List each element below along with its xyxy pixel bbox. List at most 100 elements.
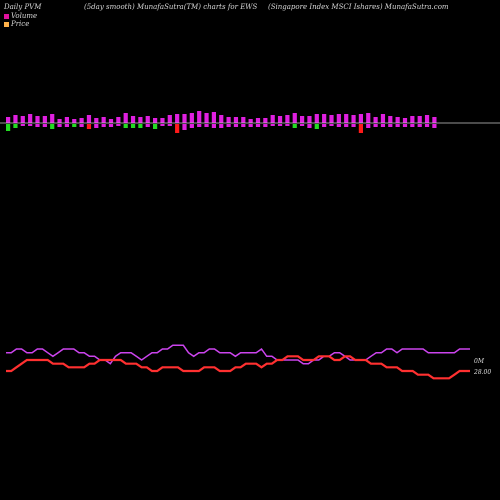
volume-bar-up — [28, 114, 33, 123]
volume-bar-down — [248, 124, 253, 127]
volume-bar-down — [219, 124, 224, 128]
legend-price: Price — [4, 20, 29, 28]
volume-bar-down — [197, 124, 202, 127]
volume-bar-up — [417, 116, 422, 123]
legend-volume-swatch — [4, 13, 9, 19]
volume-bar-down — [241, 124, 246, 127]
volume-bar-up — [175, 114, 180, 123]
volume-bar-up — [153, 118, 158, 123]
volume-bar-down — [64, 124, 69, 127]
line-series — [6, 344, 470, 380]
volume-bar-up — [314, 114, 319, 123]
volume-bar-down — [410, 124, 415, 127]
volume-bar-up — [366, 113, 371, 123]
volume-bar-up — [108, 119, 114, 123]
volume-bar-up — [307, 116, 312, 123]
volume-bar-up — [204, 113, 209, 123]
volume-bar-up — [395, 117, 400, 123]
volume-bar-up — [233, 117, 239, 123]
volume-bar-up — [42, 116, 47, 123]
volume-bar-down — [189, 124, 194, 128]
volume-bar-up — [79, 118, 84, 123]
volume-bar-up — [255, 118, 261, 123]
chart-title-left: Daily PVM — [4, 3, 42, 11]
volume-bar-down — [263, 124, 268, 127]
volume-bar-down — [424, 124, 430, 127]
volume-bar-up — [130, 116, 136, 123]
volume-bar-down — [300, 124, 305, 126]
volume-bar-up — [197, 111, 202, 123]
volume-bar-down — [42, 124, 47, 127]
volume-bar-up — [182, 114, 187, 123]
volume-bar-up — [248, 119, 253, 123]
volume-bar-up — [160, 118, 165, 123]
volume-bar-down — [94, 124, 99, 128]
volume-bar-up — [123, 113, 128, 123]
volume-bar-down — [145, 124, 150, 127]
volume-bar-up — [13, 115, 18, 123]
volume-bar-down — [35, 124, 40, 127]
volume-bars — [6, 111, 437, 133]
volume-bar-down — [336, 124, 341, 127]
volume-bar-down — [6, 124, 11, 131]
volume-bar-down — [160, 124, 165, 126]
volume-bar-down — [366, 124, 371, 128]
volume-bar-down — [307, 124, 312, 128]
volume-bar-up — [211, 112, 216, 123]
volume-bar-down — [292, 124, 297, 128]
legend-price-swatch — [4, 21, 9, 27]
volume-bar-up — [270, 115, 275, 123]
volume-bar-down — [57, 124, 62, 127]
volume-bar-up — [189, 113, 194, 123]
volume-bar-down — [344, 124, 349, 127]
volume-bar-down — [204, 124, 209, 127]
volume-bar-up — [57, 119, 62, 123]
volume-bar-up — [388, 116, 393, 123]
volume-bar-up — [145, 116, 150, 123]
volume-bar-down — [432, 124, 437, 128]
volume-bar-down — [285, 124, 290, 126]
volume-bar-down — [20, 124, 25, 126]
volume-bar-up — [263, 118, 268, 123]
volume-bar-up — [94, 118, 99, 123]
volume-bar-up — [116, 117, 121, 123]
volume-end-label: 0M — [474, 358, 485, 365]
chart-title-right: (Singapore Index MSCI Ishares) MunafaSut… — [268, 3, 449, 11]
volume-bar-down — [211, 124, 216, 128]
volume-bar-down — [226, 124, 231, 127]
volume-bar-down — [101, 124, 106, 127]
volume-bar-down — [72, 124, 77, 127]
volume-bar-down — [138, 124, 143, 128]
volume-bar-down — [233, 124, 239, 127]
volume-bar-up — [50, 114, 55, 123]
volume-bar-up — [277, 116, 283, 123]
volume-bar-up — [351, 115, 356, 123]
volume-bar-up — [167, 115, 172, 123]
volume-bar-up — [226, 117, 231, 123]
volume-bar-down — [13, 124, 18, 128]
volume-bar-up — [329, 115, 334, 123]
legend-price-label: Price — [11, 20, 30, 28]
volume-bar-up — [432, 117, 437, 123]
volume-bar-down — [322, 124, 327, 127]
volume-bar-down — [380, 124, 386, 127]
volume-bar-down — [86, 124, 92, 129]
volume-bar-down — [182, 124, 187, 130]
volume-bar-up — [292, 113, 297, 123]
volume-bar-down — [50, 124, 55, 129]
volume-bar-down — [314, 124, 319, 129]
volume-bar-up — [219, 115, 224, 123]
volume-bar-down — [130, 124, 136, 128]
volume-bar-up — [402, 118, 408, 123]
legend-volume-label: Volume — [11, 12, 38, 20]
volume-bar-down — [28, 124, 33, 126]
volume-bar-up — [72, 119, 77, 123]
volume-bar-down — [108, 124, 114, 127]
volume-bar-down — [153, 124, 158, 129]
volume-bar-up — [20, 116, 25, 123]
volume-bar-down — [277, 124, 283, 126]
volume-bar-up — [6, 117, 11, 123]
price-end-label: 28.00 — [473, 369, 491, 376]
volume-bar-down — [395, 124, 400, 127]
